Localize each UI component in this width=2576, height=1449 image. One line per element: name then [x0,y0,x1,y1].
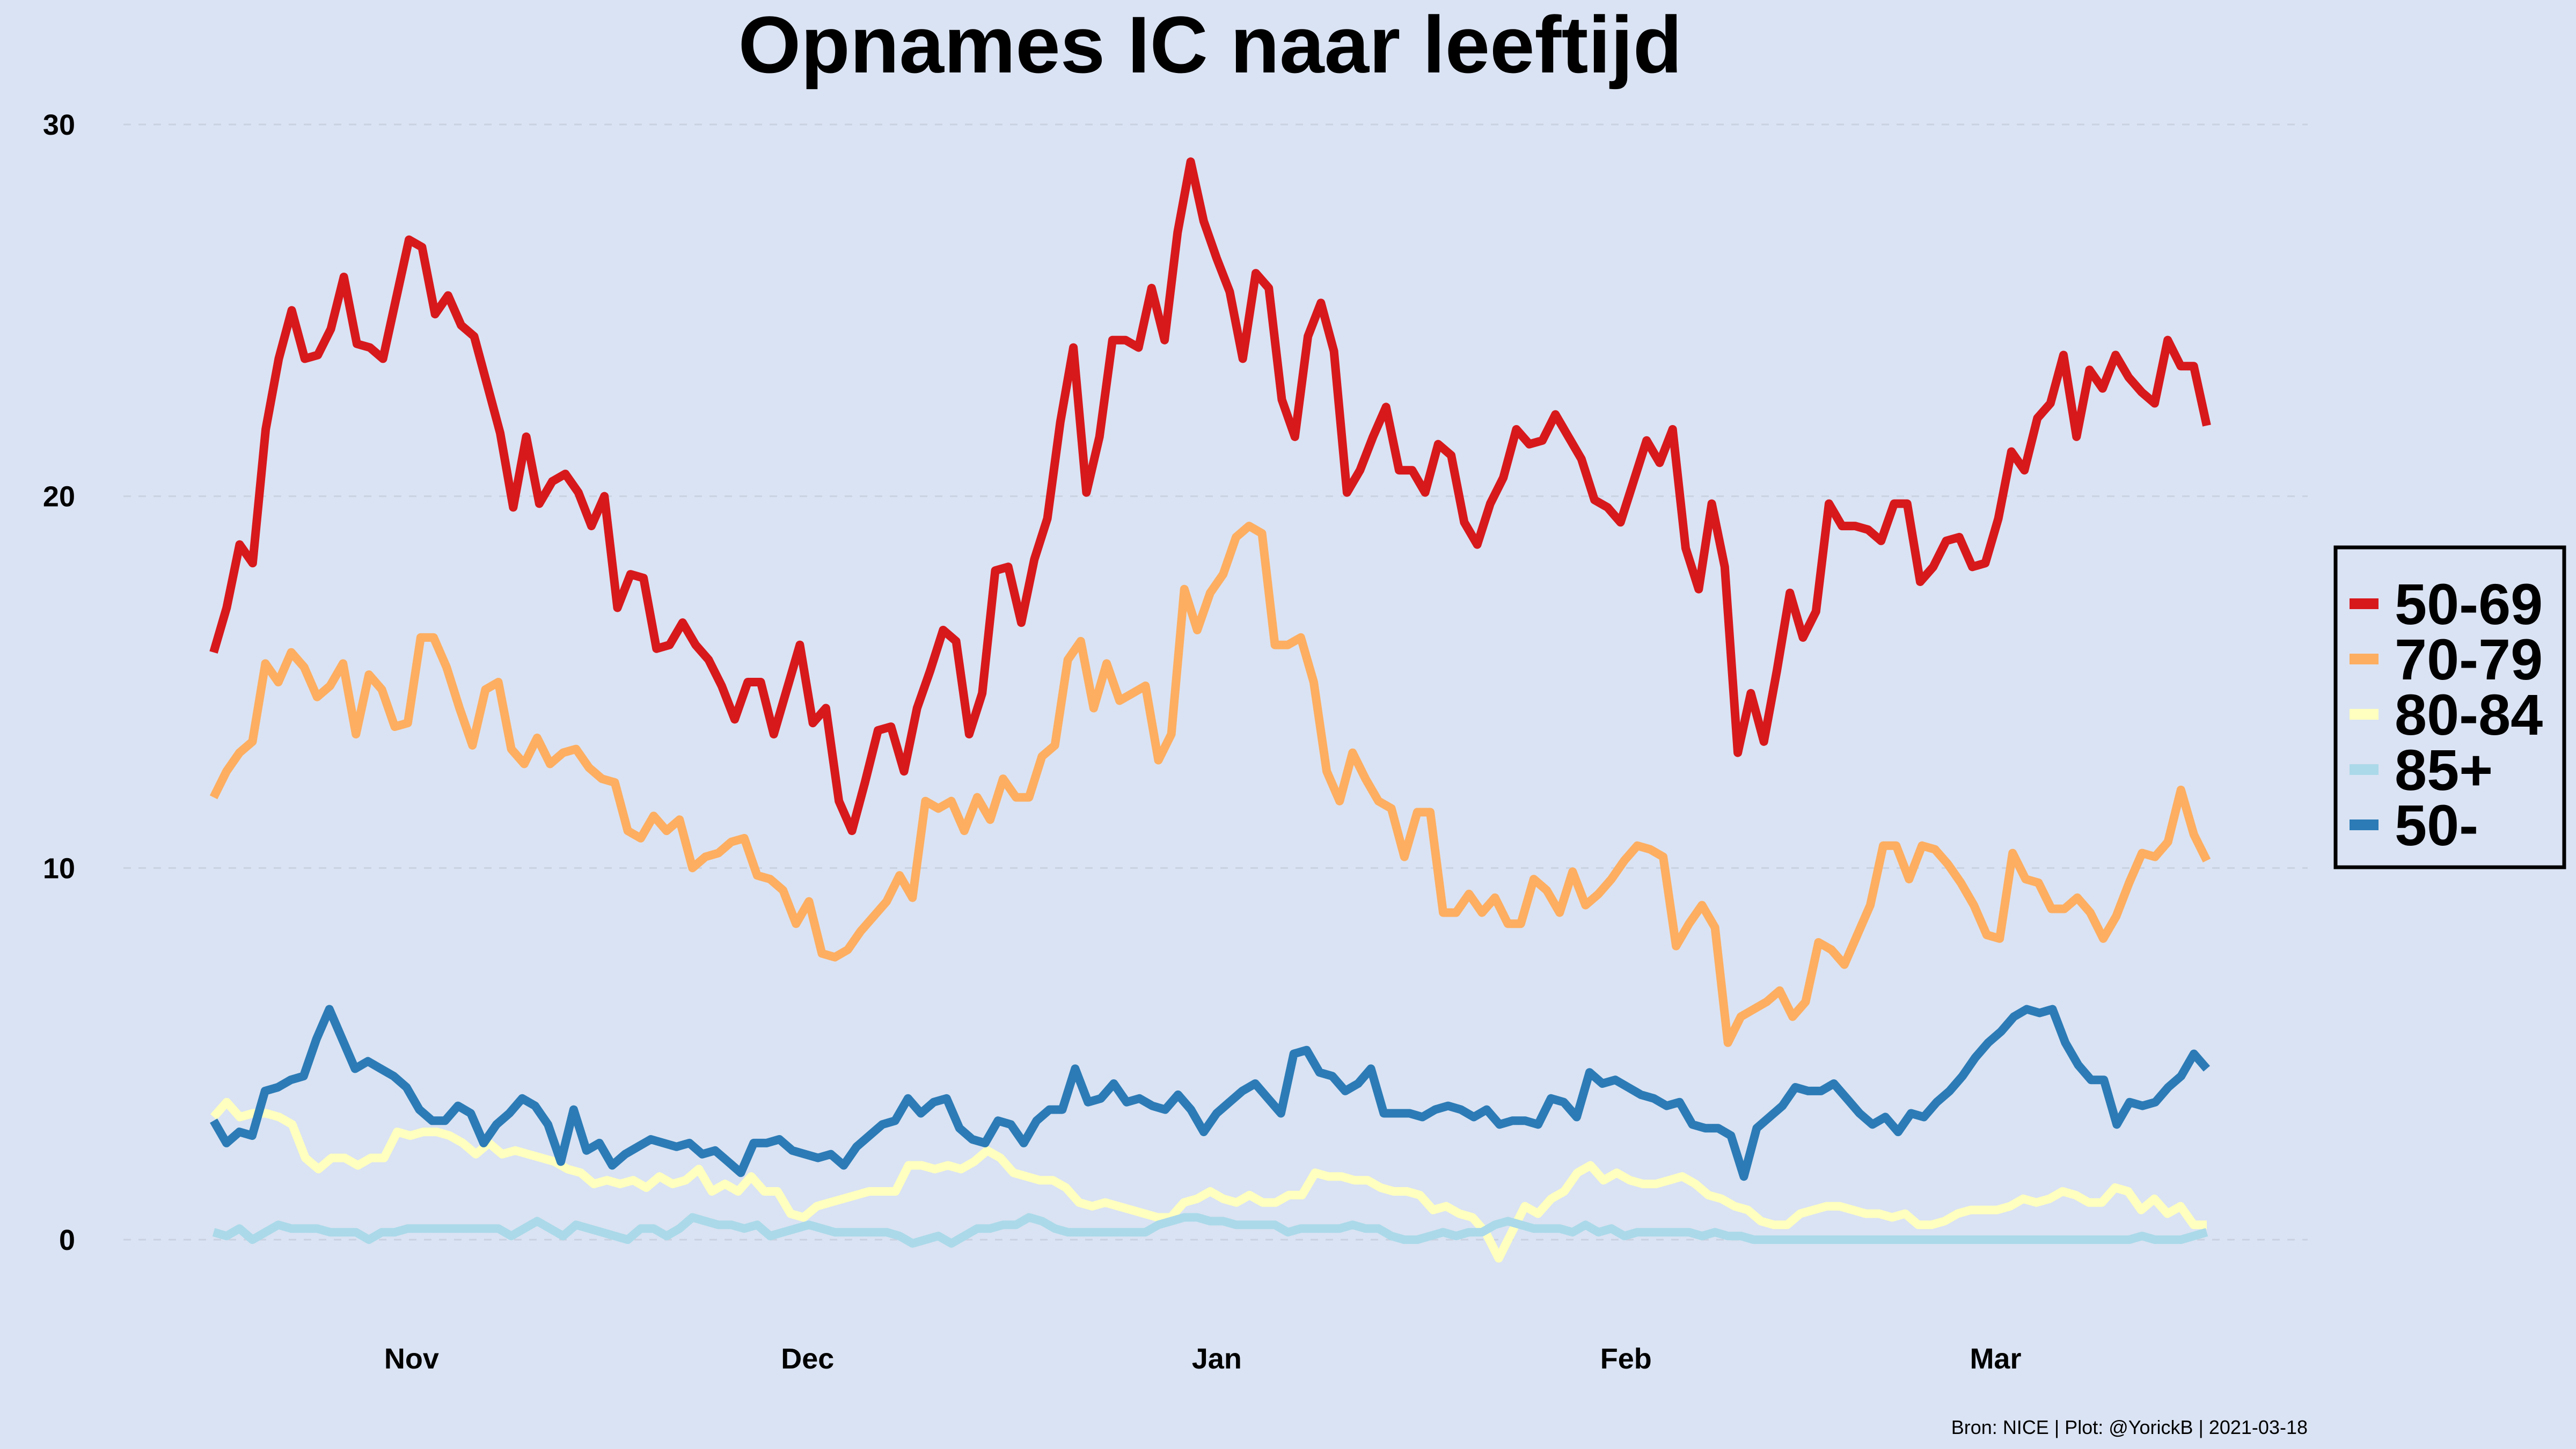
x-tick-label-nov: Nov [384,1343,439,1375]
y-tick-label-30: 30 [43,109,75,141]
legend-label-50-: 50- [2395,793,2478,858]
x-tick-label-dec: Dec [781,1343,834,1375]
y-tick-label-10: 10 [43,852,75,884]
series-line-70-79 [209,522,2211,1047]
y-tick-label-20: 20 [43,481,75,513]
y-tick-label-0: 0 [59,1224,75,1256]
legend-label-50-69: 50-69 [2395,572,2543,636]
series-line-50- [210,1005,2211,1181]
legend-label-80-84: 80-84 [2395,682,2543,747]
x-axis: Nov Dec Jan Feb Mar [384,1343,2022,1375]
series-lines [209,157,2211,1263]
chart-title: Opnames IC naar leeftijd [738,0,1682,90]
series-line-85+ [212,1213,2208,1248]
source-caption: Bron: NICE | Plot: @YorickB | 2021-03-18 [1951,1416,2308,1438]
series-line-50-69 [209,157,2211,836]
x-tick-label-mar: Mar [1970,1343,2021,1375]
series-line-80-84 [210,1097,2207,1263]
legend-label-70-79: 70-79 [2395,627,2543,692]
legend-label-85+: 85+ [2395,737,2493,802]
x-tick-label-jan: Jan [1192,1343,1242,1375]
x-tick-label-feb: Feb [1600,1343,1652,1375]
y-axis: 0 10 20 30 [43,109,75,1256]
